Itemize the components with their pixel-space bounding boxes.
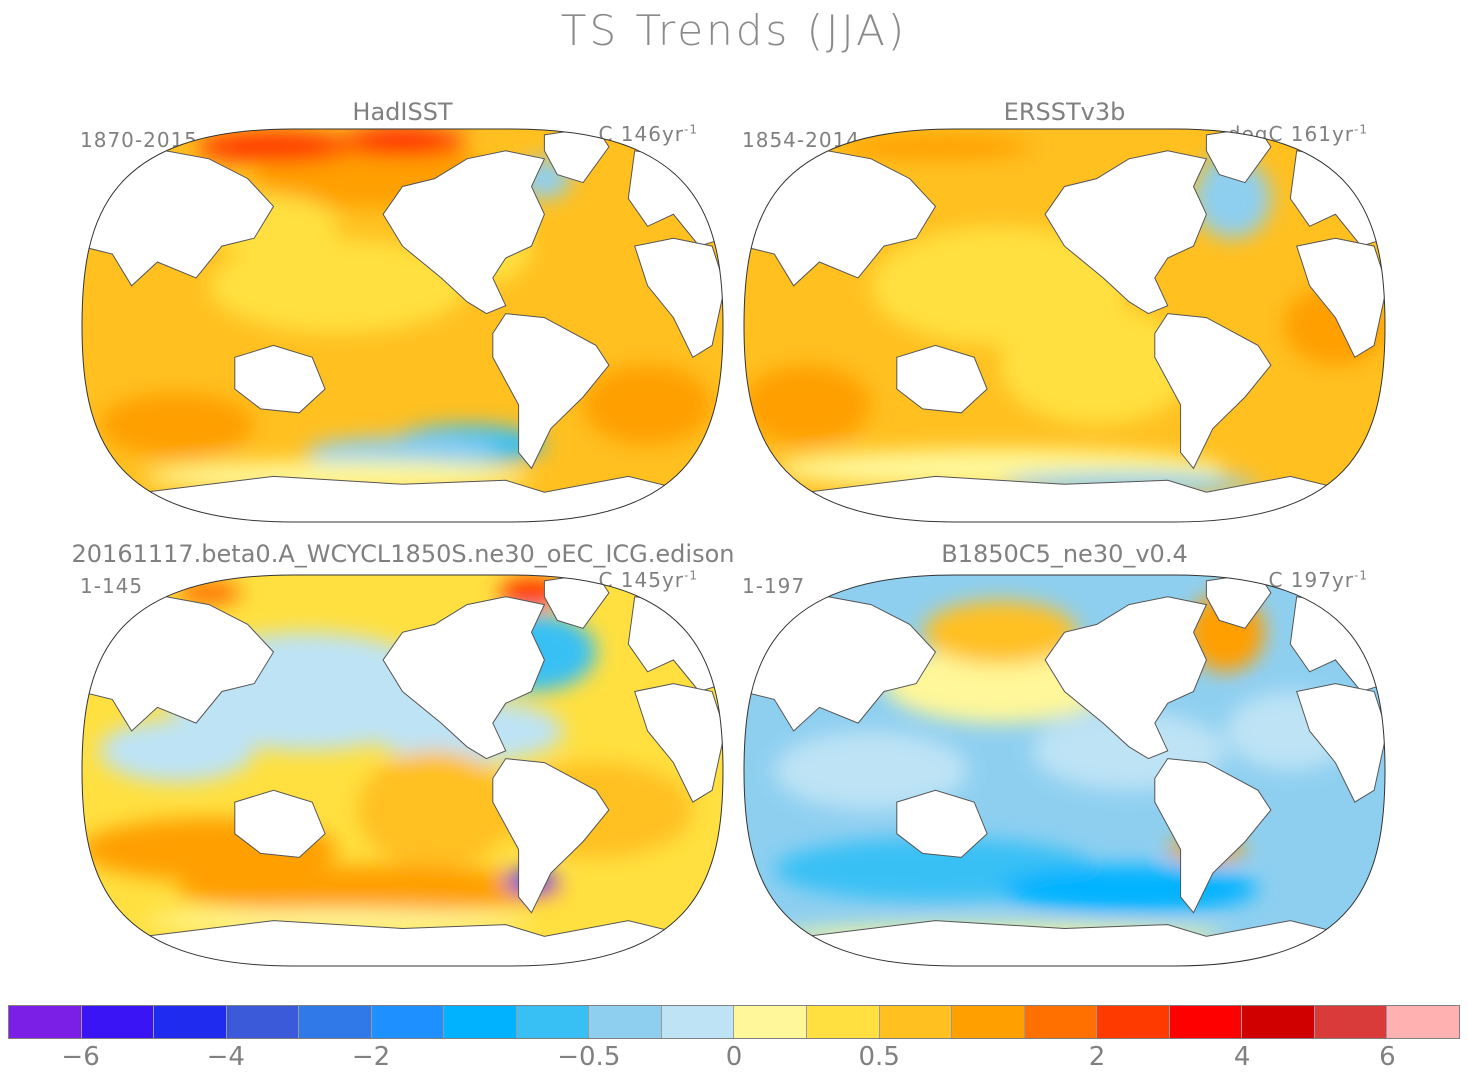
colorbar-box bbox=[9, 1006, 82, 1038]
continent-australia bbox=[234, 344, 326, 414]
colorbar-box bbox=[444, 1006, 517, 1038]
colorbar-box bbox=[516, 1006, 590, 1038]
panel-units-1: C 146yr-1 bbox=[598, 122, 698, 146]
map-panel-4 bbox=[743, 574, 1386, 967]
figure-title: TS Trends (JJA) bbox=[560, 6, 908, 55]
continent-africa bbox=[634, 683, 723, 803]
colorbar-label: 6 bbox=[1379, 1042, 1396, 1072]
panel-period-3: 1-145 bbox=[80, 574, 144, 598]
continent-greenland bbox=[1205, 129, 1272, 184]
colorbar-label: 4 bbox=[1233, 1042, 1251, 1072]
colorbar-label: −6 bbox=[61, 1042, 100, 1072]
panel-title-2: ERSSTv3b bbox=[1003, 98, 1126, 126]
colorbar-box bbox=[879, 1006, 953, 1038]
colorbar-label: −0.5 bbox=[557, 1042, 621, 1072]
map-panel-2 bbox=[743, 128, 1386, 523]
map-border bbox=[743, 574, 1386, 967]
colorbar-box bbox=[1387, 1006, 1459, 1038]
colorbar-box bbox=[1314, 1006, 1388, 1038]
panel-units-2: degC 161yr-1 bbox=[1227, 122, 1368, 146]
continent-greenland bbox=[1205, 575, 1272, 629]
colorbar-box bbox=[952, 1006, 1025, 1038]
colorbar-label: −4 bbox=[206, 1042, 245, 1072]
colorbar-box bbox=[371, 1006, 445, 1038]
colorbar-box bbox=[1097, 1006, 1170, 1038]
continent-australia bbox=[896, 789, 988, 858]
colorbar-box bbox=[661, 1006, 735, 1038]
map-panel-1 bbox=[81, 128, 724, 523]
colorbar-box bbox=[1169, 1006, 1243, 1038]
continent-antarctica bbox=[773, 920, 1356, 966]
continent-eurasiaLeft bbox=[82, 592, 275, 732]
colorbar-label: 0 bbox=[725, 1042, 743, 1072]
panel-title-4: B1850C5_ne30_v0.4 bbox=[941, 540, 1188, 568]
continent-greenland bbox=[543, 575, 610, 629]
continent-africa bbox=[634, 237, 723, 359]
colorbar bbox=[8, 1005, 1460, 1039]
panel-units-4: C 197yr-1 bbox=[1268, 568, 1368, 592]
continent-africa bbox=[1296, 683, 1385, 803]
continent-eurasiaLeft bbox=[744, 146, 937, 287]
colorbar-box bbox=[299, 1006, 372, 1038]
continent-northAmerica bbox=[1044, 150, 1208, 315]
colorbar-label: 0.5 bbox=[858, 1042, 900, 1072]
continent-northAmerica bbox=[1044, 596, 1208, 760]
colorbar-box bbox=[589, 1006, 662, 1038]
continent-australia bbox=[896, 344, 988, 414]
colorbar-box bbox=[226, 1006, 300, 1038]
panel-title-3: 20161117.beta0.A_WCYCL1850S.ne30_oEC_ICG… bbox=[71, 540, 735, 568]
continent-eurasiaLeft bbox=[744, 592, 937, 732]
colorbar-box bbox=[154, 1006, 227, 1038]
continent-southAmerica bbox=[492, 758, 610, 914]
panel-period-4: 1-197 bbox=[742, 574, 806, 598]
colorbar-box bbox=[1242, 1006, 1315, 1038]
panel-units-3: C 145yr-1 bbox=[598, 568, 698, 592]
continent-antarctica bbox=[111, 920, 694, 966]
colorbar-box bbox=[81, 1006, 155, 1038]
continent-southAmerica bbox=[1154, 313, 1272, 470]
continent-southAmerica bbox=[492, 313, 610, 470]
map-border bbox=[81, 574, 724, 967]
continent-eurasiaLeft bbox=[82, 146, 275, 287]
continent-southAmerica bbox=[1154, 758, 1272, 914]
continent-antarctica bbox=[773, 475, 1356, 522]
continent-africa bbox=[1296, 237, 1385, 359]
continent-australia bbox=[234, 789, 326, 858]
colorbar-label: −2 bbox=[351, 1042, 391, 1072]
colorbar-box bbox=[1024, 1006, 1098, 1038]
map-panel-3 bbox=[81, 574, 724, 967]
continent-greenland bbox=[543, 129, 610, 184]
continent-northAmerica bbox=[382, 150, 546, 315]
panel-title-1: HadISST bbox=[352, 98, 453, 126]
map-border bbox=[81, 128, 724, 523]
colorbar-box bbox=[807, 1006, 880, 1038]
colorbar-box bbox=[734, 1006, 808, 1038]
colorbar-label: 2 bbox=[1088, 1042, 1106, 1072]
continent-northAmerica bbox=[382, 596, 546, 760]
continent-antarctica bbox=[111, 475, 694, 522]
map-border bbox=[743, 128, 1386, 523]
